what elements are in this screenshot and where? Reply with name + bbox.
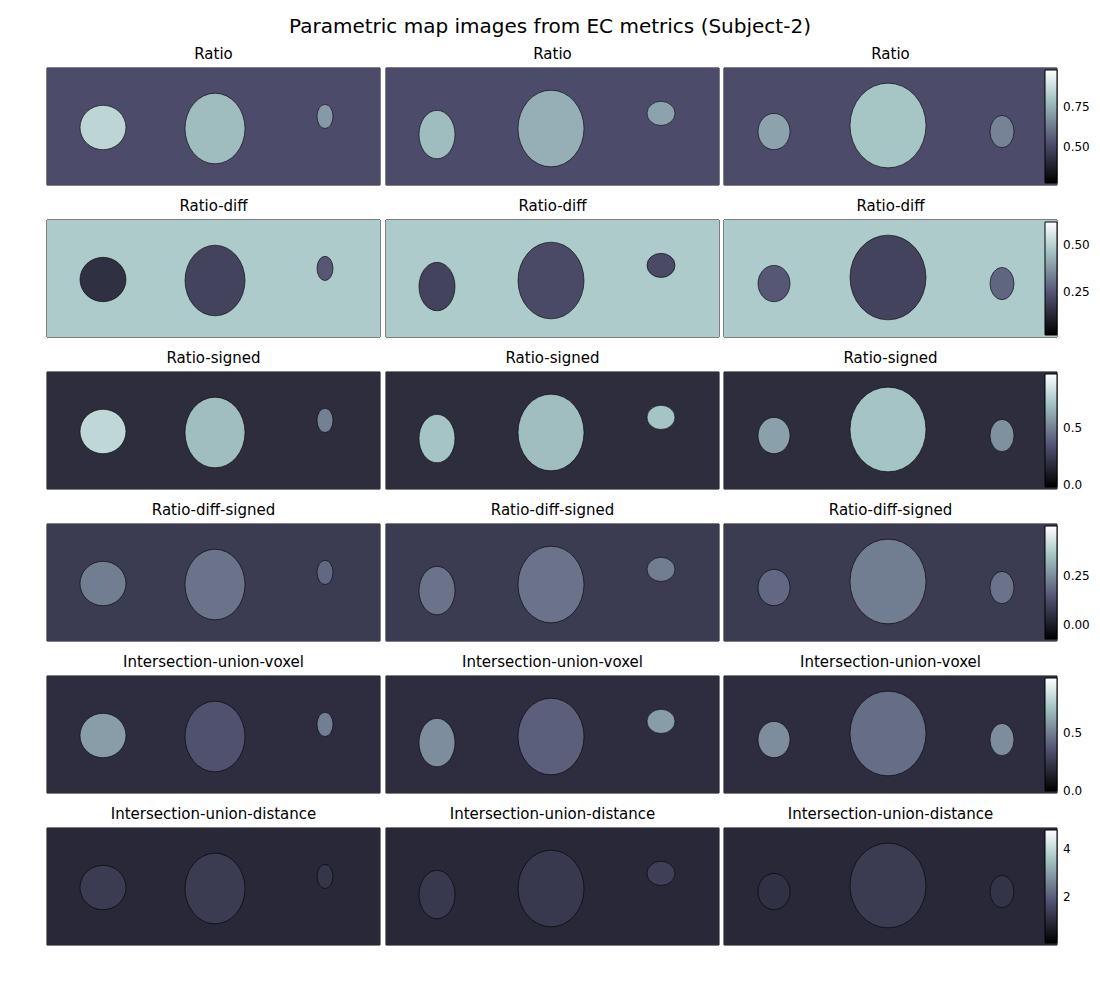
svg-text:0.5: 0.5: [1063, 421, 1082, 435]
svg-text:Ratio-diff-signed: Ratio-diff-signed: [491, 501, 614, 519]
svg-text:2: 2: [1063, 890, 1071, 904]
svg-text:Ratio-diff-signed: Ratio-diff-signed: [829, 501, 952, 519]
svg-text:Ratio: Ratio: [194, 45, 233, 63]
svg-text:0.50: 0.50: [1063, 140, 1090, 154]
svg-text:Intersection-union-voxel: Intersection-union-voxel: [800, 653, 981, 671]
svg-text:4: 4: [1063, 842, 1071, 856]
svg-text:Ratio-diff-signed: Ratio-diff-signed: [152, 501, 275, 519]
svg-text:Ratio-signed: Ratio-signed: [167, 349, 261, 367]
svg-text:0.0: 0.0: [1063, 784, 1082, 798]
svg-text:0.25: 0.25: [1063, 569, 1090, 583]
svg-text:Ratio: Ratio: [871, 45, 910, 63]
svg-text:0.0: 0.0: [1063, 478, 1082, 492]
svg-text:Ratio-diff: Ratio-diff: [179, 197, 248, 215]
svg-text:Intersection-union-distance: Intersection-union-distance: [450, 805, 655, 823]
svg-text:Ratio-diff: Ratio-diff: [856, 197, 925, 215]
svg-text:Parametric map images from EC: Parametric map images from EC metrics (S…: [289, 14, 811, 38]
svg-text:Ratio-signed: Ratio-signed: [506, 349, 600, 367]
svg-text:Intersection-union-distance: Intersection-union-distance: [788, 805, 993, 823]
svg-text:Ratio: Ratio: [533, 45, 572, 63]
svg-text:0.75: 0.75: [1063, 100, 1090, 114]
svg-text:0.5: 0.5: [1063, 726, 1082, 740]
svg-text:Intersection-union-voxel: Intersection-union-voxel: [462, 653, 643, 671]
svg-text:0.25: 0.25: [1063, 285, 1090, 299]
svg-text:Ratio-diff: Ratio-diff: [518, 197, 587, 215]
svg-text:0.00: 0.00: [1063, 618, 1090, 632]
svg-text:Intersection-union-voxel: Intersection-union-voxel: [123, 653, 304, 671]
svg-text:0.50: 0.50: [1063, 238, 1090, 252]
svg-text:Intersection-union-distance: Intersection-union-distance: [111, 805, 316, 823]
svg-text:Ratio-signed: Ratio-signed: [844, 349, 938, 367]
